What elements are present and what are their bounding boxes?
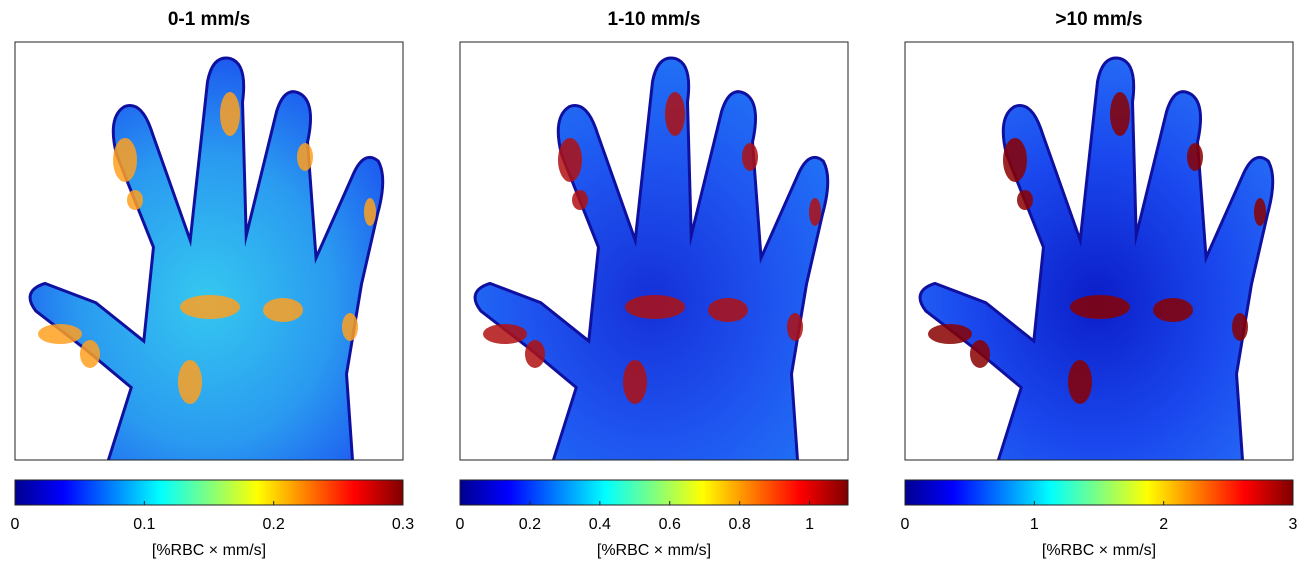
- colorbar-tick-label: 3: [1289, 516, 1298, 533]
- hot-spot: [483, 324, 527, 344]
- hot-spot: [1070, 295, 1130, 319]
- hot-spot: [127, 190, 143, 210]
- hand-fill: [477, 59, 827, 460]
- hot-spot: [1232, 313, 1248, 341]
- hot-spot: [1110, 92, 1130, 136]
- hot-spot: [1068, 360, 1092, 404]
- hot-spot: [525, 340, 545, 368]
- hand-fill: [32, 59, 382, 460]
- hot-spot: [220, 92, 240, 136]
- image-area: [32, 59, 382, 460]
- hot-spot: [708, 298, 748, 322]
- image-area: [477, 59, 827, 460]
- colorbar-label: [%RBC × mm/s]: [1042, 542, 1156, 559]
- image-area: [922, 59, 1272, 460]
- hot-spot: [970, 340, 990, 368]
- hot-spot: [113, 138, 137, 182]
- hot-spot: [1187, 143, 1203, 171]
- hand: [477, 59, 827, 460]
- colorbar-tick-label: 0.6: [659, 516, 681, 533]
- colorbar-tick-label: 2: [1159, 516, 1168, 533]
- colorbar-tick-label: 0.2: [263, 516, 285, 533]
- panel-title: >10 mm/s: [1055, 9, 1142, 30]
- colorbar-tick-label: 0: [11, 516, 20, 533]
- panel-title: 1-10 mm/s: [608, 9, 701, 30]
- hot-spot: [787, 313, 803, 341]
- panel: 1-10 mm/s 0 0.2 0.4 0.6 0.8 1 [%RBC × mm/s]: [456, 9, 848, 559]
- colorbar-tick-label: 0.8: [729, 516, 751, 533]
- colorbar-label: [%RBC × mm/s]: [152, 542, 266, 559]
- hot-spot: [364, 198, 376, 226]
- colorbar: [905, 480, 1293, 505]
- hot-spot: [1254, 198, 1266, 226]
- hot-spot: [742, 143, 758, 171]
- hand: [922, 59, 1272, 460]
- colorbar: [15, 480, 403, 505]
- hot-spot: [263, 298, 303, 322]
- colorbar-tick-label: 0.2: [519, 516, 541, 533]
- hot-spot: [38, 324, 82, 344]
- colorbar-label: [%RBC × mm/s]: [597, 542, 711, 559]
- colorbar-tick-label: 1: [1030, 516, 1039, 533]
- hot-spot: [665, 92, 685, 136]
- hot-spot: [558, 138, 582, 182]
- hot-spot: [297, 143, 313, 171]
- colorbar: [460, 480, 848, 505]
- hot-spot: [1003, 138, 1027, 182]
- colorbar-tick-label: 0: [901, 516, 910, 533]
- colorbar-tick-label: 0.3: [392, 516, 414, 533]
- hot-spot: [180, 295, 240, 319]
- colorbar-tick-label: 0.4: [589, 516, 611, 533]
- hot-spot: [1017, 190, 1033, 210]
- colorbar-tick-label: 0: [456, 516, 465, 533]
- panel-title: 0-1 mm/s: [168, 9, 250, 30]
- hot-spot: [178, 360, 202, 404]
- hand: [32, 59, 382, 460]
- colorbar-tick-label: 0.1: [133, 516, 155, 533]
- panel: 0-1 mm/s 0 0.1 0.2 0.3 [%RBC × mm/s]: [11, 9, 415, 559]
- colorbar-tick-label: 1: [805, 516, 814, 533]
- hand-fill: [922, 59, 1272, 460]
- panel: >10 mm/s 0 1 2 3 [%RBC × mm/s]: [901, 9, 1298, 559]
- hot-spot: [809, 198, 821, 226]
- hot-spot: [1153, 298, 1193, 322]
- hot-spot: [80, 340, 100, 368]
- figure: 0-1 mm/s00.10.20.3[%RBC × mm/s]1-10 mm/s…: [0, 0, 1306, 567]
- hot-spot: [572, 190, 588, 210]
- hot-spot: [625, 295, 685, 319]
- hot-spot: [342, 313, 358, 341]
- hot-spot: [623, 360, 647, 404]
- hot-spot: [928, 324, 972, 344]
